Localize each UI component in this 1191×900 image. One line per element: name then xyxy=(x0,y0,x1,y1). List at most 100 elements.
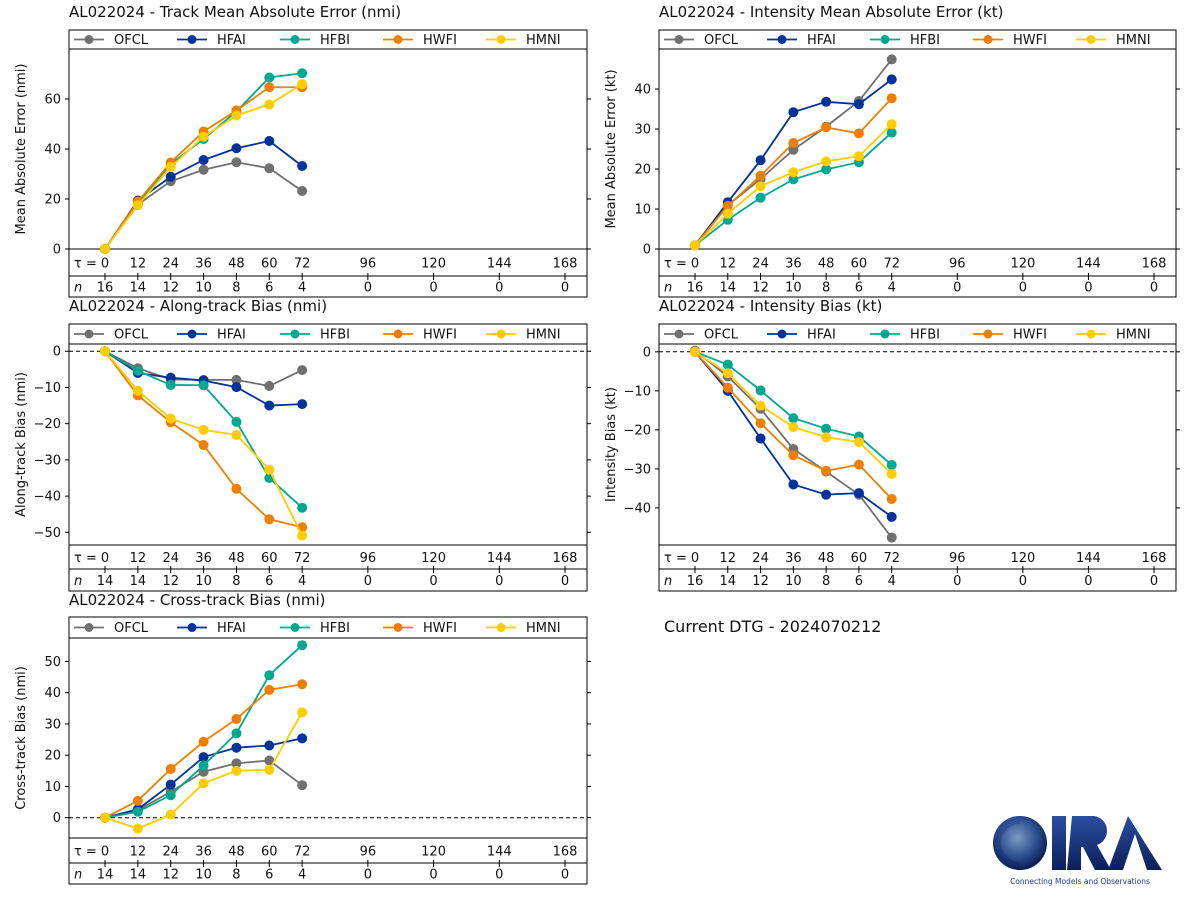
data-point-hfbi xyxy=(886,127,897,138)
series-hmni xyxy=(100,707,308,834)
data-point-hfai xyxy=(886,511,897,522)
n-count-label: 8 xyxy=(822,574,830,589)
y-tick-label: −20 xyxy=(34,417,61,432)
legend-marker-hmni xyxy=(1086,329,1096,339)
n-count-label: 6 xyxy=(855,281,863,296)
n-count-label: 16 xyxy=(687,574,704,589)
tau-tick-label: 36 xyxy=(195,257,212,272)
legend-label: HFBI xyxy=(320,621,350,636)
tau-tick-label: 96 xyxy=(360,551,377,566)
cira-logo: Connecting Models and Observations xyxy=(993,816,1162,886)
data-point-ofcl xyxy=(264,381,275,392)
n-count-label: 10 xyxy=(195,574,212,589)
n-count-label: 8 xyxy=(822,281,830,296)
data-point-hfbi xyxy=(165,379,176,390)
data-point-hfbi xyxy=(297,68,308,79)
data-point-hwfi xyxy=(886,93,897,104)
legend-label: HFBI xyxy=(320,33,350,48)
chart-frame xyxy=(658,29,1177,298)
tau-tick-label: 144 xyxy=(1076,551,1101,566)
legend-label: HMNI xyxy=(1116,328,1151,343)
n-label: n xyxy=(74,281,82,296)
tau-tick-label: 24 xyxy=(162,551,179,566)
data-point-hmni xyxy=(821,432,832,443)
tau-tick-label: 96 xyxy=(949,551,966,566)
y-tick-label: 50 xyxy=(44,655,61,670)
y-tick-label: −10 xyxy=(624,384,651,399)
data-point-hfai xyxy=(165,372,176,383)
data-point-hwfi xyxy=(231,713,242,724)
tau-tick-label: 12 xyxy=(720,551,737,566)
data-point-hmni xyxy=(886,468,897,479)
legend-label: HFAI xyxy=(807,328,836,343)
data-point-hwfi xyxy=(198,736,209,747)
data-point-hmni xyxy=(886,119,897,130)
series-hwfi xyxy=(690,346,897,504)
data-point-hmni xyxy=(788,167,799,178)
data-point-hmni xyxy=(264,464,275,475)
logo-tagline: Connecting Models and Observations xyxy=(1010,877,1150,886)
legend-marker-hfai xyxy=(187,623,197,632)
tau-tick-label: 168 xyxy=(1142,257,1167,272)
tau-tick-label: 60 xyxy=(261,551,278,566)
tau-tick-label: 120 xyxy=(421,257,446,272)
series-ofcl xyxy=(690,345,897,543)
data-point-hfai xyxy=(755,433,766,444)
n-label: n xyxy=(664,574,672,589)
y-tick-label: −20 xyxy=(624,423,651,438)
legend-label: OFCL xyxy=(114,33,149,48)
data-point-hfbi xyxy=(788,174,799,185)
chart-panel-track-mae: AL022024 - Track Mean Absolute Error (nm… xyxy=(14,3,591,298)
chart-title: AL022024 - Track Mean Absolute Error (nm… xyxy=(69,3,401,21)
legend-marker-ofcl xyxy=(84,35,94,44)
data-point-hwfi xyxy=(788,138,799,148)
n-count-label: 14 xyxy=(130,574,147,589)
data-point-hfai xyxy=(231,143,242,154)
series-hfbi xyxy=(100,346,308,513)
y-tick-label: 10 xyxy=(634,203,651,218)
legend-label: HFAI xyxy=(217,33,246,48)
data-point-hfbi xyxy=(231,416,242,427)
data-point-hwfi xyxy=(821,465,832,476)
n-count-label: 4 xyxy=(298,281,306,296)
legend-marker-hfai xyxy=(187,35,197,44)
tau-label: τ = xyxy=(74,845,97,860)
n-count-label: 0 xyxy=(429,574,437,589)
tau-tick-label: 120 xyxy=(1010,551,1035,566)
data-point-hmni xyxy=(132,200,143,211)
data-point-ofcl xyxy=(231,157,242,168)
data-point-hmni xyxy=(198,424,209,435)
n-label: n xyxy=(664,281,672,296)
legend-label: HMNI xyxy=(526,621,561,636)
legend-label: HWFI xyxy=(1013,328,1047,343)
series-hmni xyxy=(100,79,308,254)
tau-label: τ = xyxy=(664,551,687,566)
n-label: n xyxy=(74,868,82,883)
chart-frame xyxy=(68,323,588,592)
tau-tick-label: 0 xyxy=(101,257,109,272)
y-tick-label: 20 xyxy=(44,749,61,764)
n-count-label: 14 xyxy=(97,868,114,883)
n-count-label: 14 xyxy=(97,574,114,589)
data-point-ofcl xyxy=(886,54,897,65)
data-point-hwfi xyxy=(821,122,832,133)
data-point-ofcl xyxy=(231,758,242,769)
data-point-hwfi xyxy=(132,795,143,806)
data-point-hwfi xyxy=(165,763,176,774)
chart-title: AL022024 - Intensity Mean Absolute Error… xyxy=(659,3,1003,21)
tau-tick-label: 24 xyxy=(752,257,769,272)
data-point-hwfi xyxy=(755,418,766,429)
series-hmni xyxy=(690,119,897,251)
y-tick-label: −40 xyxy=(34,490,61,505)
tau-tick-label: 48 xyxy=(228,845,245,860)
data-point-hmni xyxy=(788,422,799,433)
data-point-hmni xyxy=(165,413,176,424)
data-point-hfbi xyxy=(788,413,799,424)
data-point-hwfi xyxy=(198,440,209,451)
tau-tick-label: 36 xyxy=(785,551,802,566)
legend-marker-hfbi xyxy=(290,623,300,632)
n-count-label: 14 xyxy=(130,868,147,883)
legend-label: HWFI xyxy=(423,33,457,48)
data-point-hwfi xyxy=(755,170,766,181)
tau-tick-label: 168 xyxy=(1142,551,1167,566)
